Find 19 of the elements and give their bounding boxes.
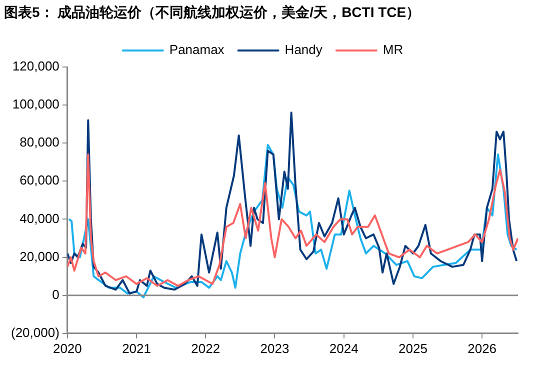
legend-label: Handy [284,42,323,58]
y-tick-label: 120,000 [12,58,60,74]
x-tick-label: 2025 [398,340,428,356]
x-tick-label: 2022 [191,340,220,356]
x-tick-label: 2024 [329,340,358,356]
y-tick-label: 100,000 [12,96,60,112]
x-tick-label: 2020 [52,340,82,356]
y-tick-label: 20,000 [20,248,60,264]
y-tick-label: (20,000) [11,324,60,340]
x-tick-label: 2021 [122,340,151,356]
x-tick-label: 2023 [260,340,290,356]
y-tick-label: 0 [52,286,60,302]
y-tick-label: 40,000 [20,210,60,226]
y-tick-label: 60,000 [20,172,60,188]
legend-label: MR [382,42,404,58]
y-tick-label: 80,000 [20,134,60,150]
chart-title: 图表5： 成品油轮运价（不同航线加权运价，美金/天，BCTI TCE） [4,4,420,22]
legend-label: Panamax [169,42,225,58]
x-tick-label: 2026 [468,340,497,356]
